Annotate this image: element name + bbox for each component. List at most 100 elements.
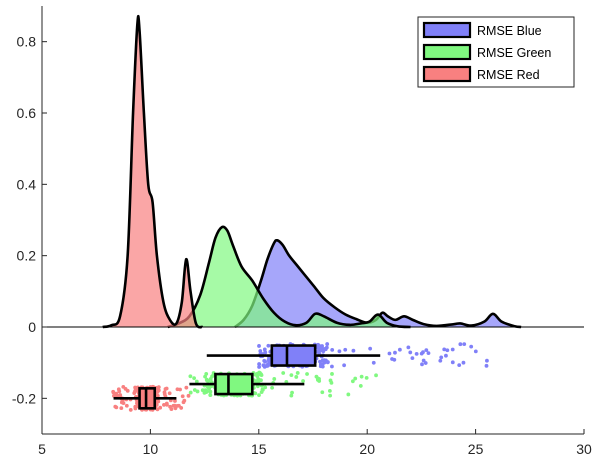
x-tick-label-5: 30 [576,441,592,457]
data-point-0-91 [458,342,463,347]
data-point-1-141 [301,379,305,383]
data-point-0-153 [421,358,426,363]
data-point-0-182 [265,362,270,367]
density-area-2 [102,16,203,328]
data-point-1-81 [259,378,263,383]
data-point-0-178 [444,353,448,358]
data-point-1-106 [270,385,275,390]
data-point-2-194 [114,405,119,410]
data-point-2-176 [133,389,137,393]
data-point-0-47 [318,364,323,369]
data-point-0-195 [393,350,397,355]
data-point-1-105 [188,374,193,379]
data-point-0-108 [423,361,428,365]
data-point-0-85 [442,347,447,352]
data-point-2-25 [125,388,130,393]
data-point-1-193 [305,372,309,376]
data-point-2-144 [182,398,187,403]
legend-swatch-2 [422,65,472,83]
data-point-0-32 [469,344,474,349]
y-tick-label-3: 0.4 [17,176,37,192]
data-point-1-174 [281,371,286,375]
data-point-1-80 [289,393,294,398]
data-point-0-125 [484,363,489,368]
data-point-0-122 [445,348,450,353]
data-point-0-152 [450,347,455,352]
data-point-1-150 [328,393,333,398]
data-point-2-175 [118,393,123,397]
y-tick-label-2: 0.2 [17,248,37,264]
data-point-0-68 [262,347,267,352]
data-point-2-81 [167,391,172,396]
legend-swatch-0 [422,21,472,39]
data-point-0-87 [414,351,419,356]
x-tick-label-1: 10 [143,441,159,457]
data-point-0-166 [392,357,397,362]
data-point-0-33 [438,358,443,363]
data-point-1-187 [272,377,277,381]
data-point-0-62 [343,347,348,352]
boxplot-layer [113,344,381,410]
data-point-0-160 [450,360,455,365]
box-1 [214,372,254,396]
data-point-1-134 [327,388,332,393]
data-point-0-181 [324,358,328,363]
data-point-1-101 [204,378,209,383]
data-point-0-31 [266,343,271,348]
data-point-0-59 [371,360,376,365]
x-tick-label-3: 20 [359,441,375,457]
data-point-0-110 [397,347,402,352]
density-outline-2 [102,14,204,329]
density-area-1 [167,226,411,327]
legend: RMSE Blue RMSE Green RMSE Red [417,16,575,88]
data-point-1-167 [258,371,262,375]
data-point-1-183 [203,374,207,379]
data-point-0-84 [263,359,268,364]
data-point-1-120 [328,378,333,383]
data-point-2-168 [121,384,126,389]
data-point-2-113 [163,387,168,391]
y-tick-label-0: -0.2 [12,390,36,406]
data-point-1-53 [192,376,197,381]
data-point-1-121 [194,379,199,384]
data-point-1-76 [320,390,325,395]
data-point-0-105 [257,362,262,366]
y-tick-label-1: 0 [28,319,36,335]
data-point-0-179 [420,362,424,367]
data-point-0-190 [324,345,329,350]
x-tick-label-4: 25 [468,441,484,457]
data-point-0-55 [325,342,330,346]
data-point-0-67 [473,349,478,354]
data-point-2-189 [162,390,167,395]
data-point-0-113 [424,348,429,353]
density-layer [102,14,522,329]
data-point-2-71 [124,403,129,408]
data-point-1-43 [330,372,334,376]
data-point-0-135 [426,351,431,356]
data-point-2-47 [116,387,121,392]
data-point-0-103 [337,349,342,354]
legend-swatch-1 [422,43,472,61]
data-point-1-26 [290,390,294,395]
data-point-0-173 [263,350,268,355]
data-point-1-158 [253,391,258,396]
data-point-2-198 [162,403,166,407]
density-area-0 [234,240,522,327]
data-point-1-109 [257,393,261,398]
data-point-1-58 [346,392,351,397]
data-point-1-169 [260,387,265,392]
data-point-1-135 [210,374,215,378]
box-0 [270,344,317,367]
data-point-0-127 [485,358,489,363]
data-point-1-143 [200,388,205,393]
legend-label-0: RMSE Blue [477,24,542,38]
data-point-0-186 [419,351,424,356]
data-point-1-197 [295,371,300,375]
data-point-2-90 [168,404,173,409]
data-point-2-180 [179,406,184,410]
y-tick-label-4: 0.6 [17,105,37,121]
data-point-0-156 [368,346,373,351]
data-point-0-193 [316,350,321,354]
